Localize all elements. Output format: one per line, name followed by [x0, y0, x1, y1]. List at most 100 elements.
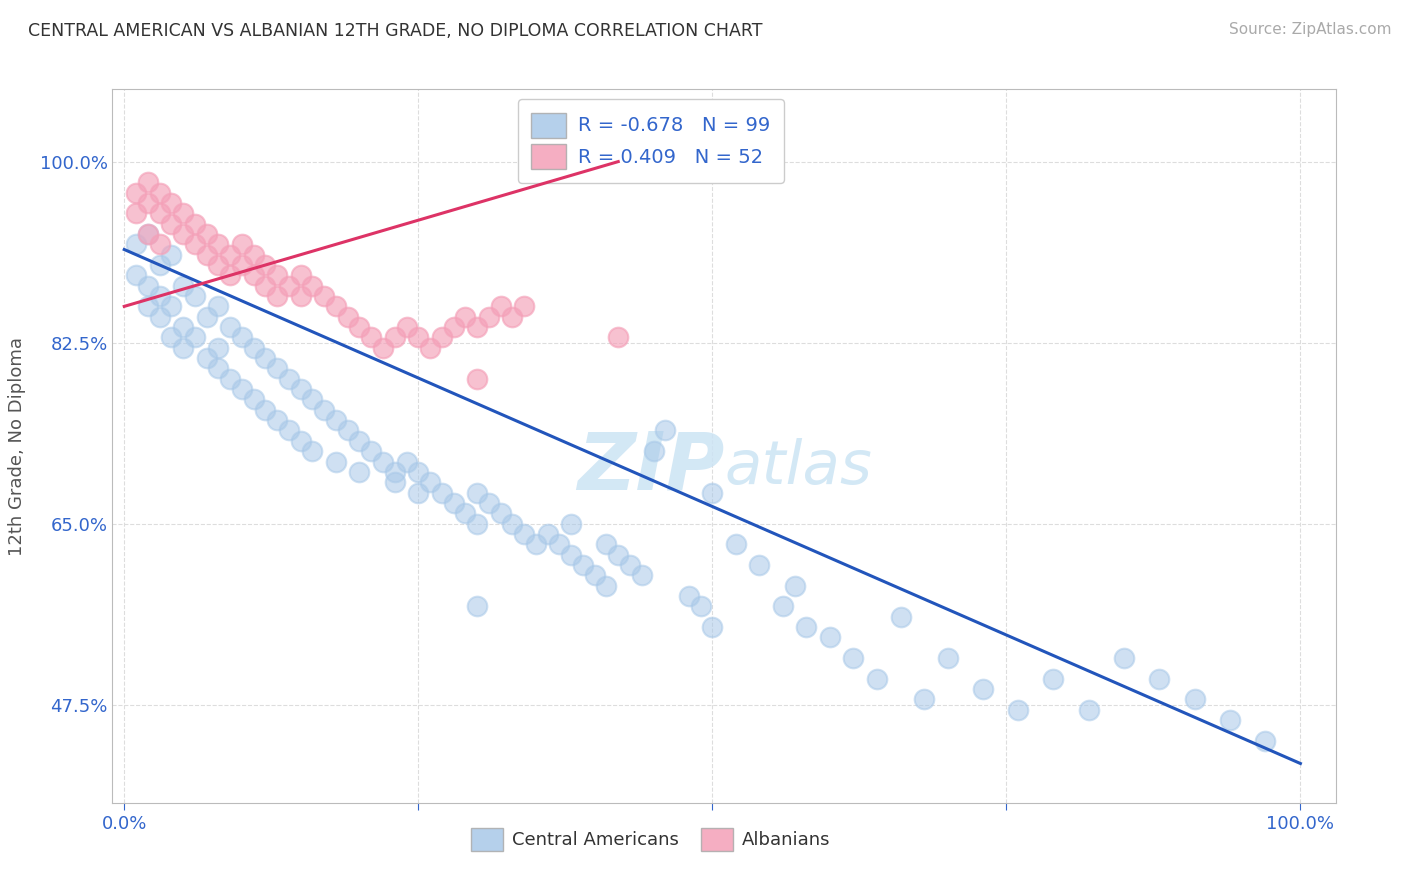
Point	[408, 465, 430, 479]
Point	[336, 310, 359, 324]
Point	[560, 548, 582, 562]
Point	[195, 310, 218, 324]
Point	[172, 320, 194, 334]
Point	[207, 258, 229, 272]
Point	[184, 330, 207, 344]
Point	[231, 382, 253, 396]
Point	[266, 361, 288, 376]
Point	[478, 496, 501, 510]
Point	[560, 516, 582, 531]
Point	[360, 330, 382, 344]
Point	[301, 278, 323, 293]
Point	[866, 672, 889, 686]
Point	[513, 299, 536, 313]
Point	[136, 278, 159, 293]
Point	[184, 217, 207, 231]
Point	[219, 372, 242, 386]
Point	[689, 599, 711, 614]
Point	[619, 558, 641, 572]
Point	[148, 186, 170, 200]
Point	[125, 186, 148, 200]
Point	[595, 537, 617, 551]
Point	[266, 268, 288, 283]
Point	[242, 248, 264, 262]
Point	[125, 237, 148, 252]
Text: CENTRAL AMERICAN VS ALBANIAN 12TH GRADE, NO DIPLOMA CORRELATION CHART: CENTRAL AMERICAN VS ALBANIAN 12TH GRADE,…	[28, 22, 762, 40]
Point	[160, 299, 183, 313]
Point	[1219, 713, 1241, 727]
Point	[301, 392, 323, 407]
Point	[242, 341, 264, 355]
Point	[125, 206, 148, 220]
Point	[148, 310, 170, 324]
Point	[231, 237, 253, 252]
Point	[219, 320, 242, 334]
Point	[219, 248, 242, 262]
Point	[912, 692, 935, 706]
Point	[231, 330, 253, 344]
Point	[125, 268, 148, 283]
Point	[702, 485, 724, 500]
Point	[266, 289, 288, 303]
Text: Source: ZipAtlas.com: Source: ZipAtlas.com	[1229, 22, 1392, 37]
Point	[513, 527, 536, 541]
Point	[583, 568, 606, 582]
Point	[195, 248, 218, 262]
Point	[195, 351, 218, 365]
Point	[219, 268, 242, 283]
Point	[301, 444, 323, 458]
Point	[384, 465, 406, 479]
Point	[501, 516, 523, 531]
Point	[254, 278, 277, 293]
Point	[277, 372, 299, 386]
Point	[148, 258, 170, 272]
Point	[254, 402, 277, 417]
Point	[184, 289, 207, 303]
Point	[395, 454, 418, 468]
Point	[889, 609, 911, 624]
Point	[702, 620, 724, 634]
Point	[325, 454, 347, 468]
Point	[783, 579, 806, 593]
Point	[607, 330, 630, 344]
Point	[160, 217, 183, 231]
Point	[748, 558, 770, 572]
Point	[465, 599, 488, 614]
Point	[1007, 703, 1029, 717]
Point	[207, 341, 229, 355]
Point	[242, 268, 264, 283]
Point	[1149, 672, 1171, 686]
Point	[290, 382, 312, 396]
Point	[360, 444, 382, 458]
Point	[443, 496, 465, 510]
Point	[336, 424, 359, 438]
Point	[465, 372, 488, 386]
Point	[136, 227, 159, 241]
Point	[371, 454, 394, 468]
Y-axis label: 12th Grade, No Diploma: 12th Grade, No Diploma	[7, 336, 25, 556]
Point	[572, 558, 595, 572]
Point	[772, 599, 794, 614]
Point	[1077, 703, 1099, 717]
Point	[277, 278, 299, 293]
Point	[607, 548, 630, 562]
Point	[148, 289, 170, 303]
Point	[136, 299, 159, 313]
Point	[160, 330, 183, 344]
Point	[430, 330, 453, 344]
Point	[290, 268, 312, 283]
Point	[537, 527, 560, 541]
Point	[242, 392, 264, 407]
Point	[136, 196, 159, 211]
Point	[231, 258, 253, 272]
Point	[1042, 672, 1064, 686]
Point	[172, 341, 194, 355]
Point	[796, 620, 818, 634]
Point	[489, 506, 512, 520]
Point	[395, 320, 418, 334]
Point	[148, 237, 170, 252]
Point	[443, 320, 465, 334]
Point	[478, 310, 501, 324]
Point	[277, 424, 299, 438]
Legend: Central Americans, Albanians: Central Americans, Albanians	[464, 821, 838, 858]
